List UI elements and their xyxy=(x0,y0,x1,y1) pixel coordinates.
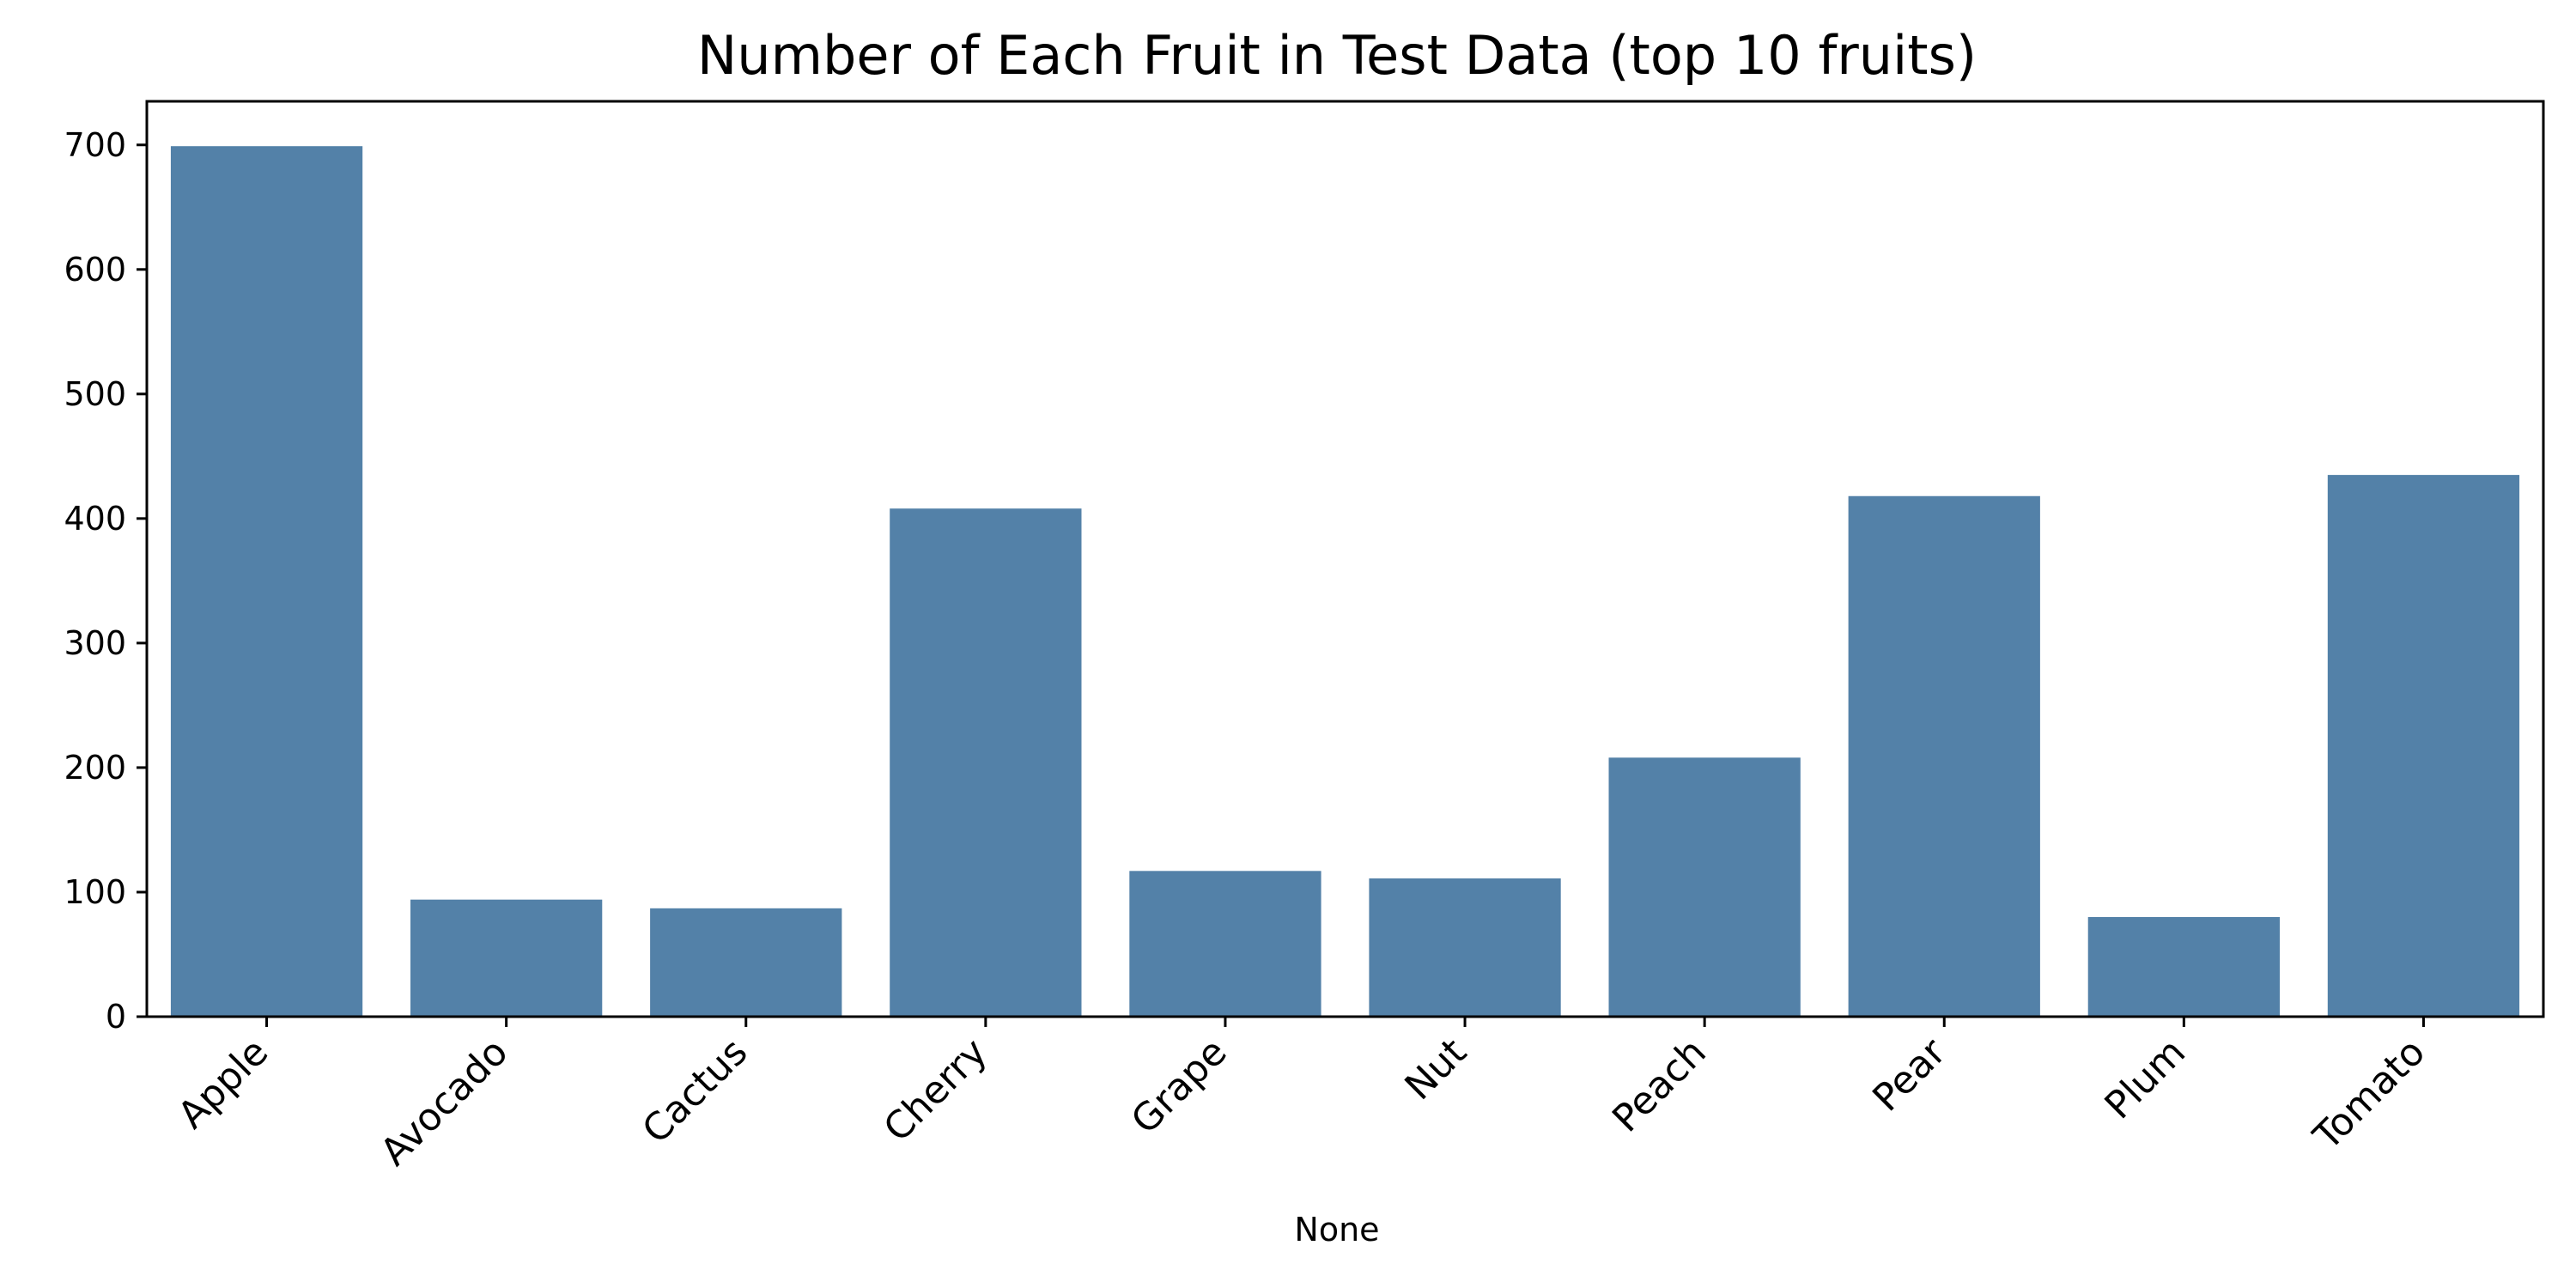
x-tick-label: Tomato xyxy=(2305,1030,2433,1159)
bar-apple xyxy=(170,146,363,1017)
y-tick-label: 200 xyxy=(64,749,126,787)
y-tick-label: 100 xyxy=(64,873,126,911)
bar-nut xyxy=(1369,878,1561,1017)
y-tick-label: 700 xyxy=(64,126,126,164)
x-tick-label: Pear xyxy=(1864,1030,1954,1120)
y-tick-label: 600 xyxy=(64,251,126,289)
y-tick-label: 500 xyxy=(64,375,126,413)
x-tick-label: Apple xyxy=(170,1030,277,1138)
x-axis: Apple Avocado Cactus Cherry Grape Nut Peach Pea… xyxy=(170,1017,2433,1175)
bar-cherry xyxy=(890,508,1082,1017)
x-tick-label: Cherry xyxy=(876,1030,996,1151)
x-tick-label: Grape xyxy=(1123,1030,1236,1143)
x-tick-label: Nut xyxy=(1397,1030,1475,1109)
y-tick-label: 0 xyxy=(106,998,126,1036)
x-tick-label: Plum xyxy=(2097,1030,2195,1128)
y-tick-label: 400 xyxy=(64,500,126,538)
bar-grape xyxy=(1129,871,1321,1017)
y-axis: 0 100 200 300 400 500 600 700 xyxy=(64,126,147,1036)
bars-layer xyxy=(170,146,2520,1017)
plot-frame xyxy=(145,100,2545,1018)
x-tick-label: Peach xyxy=(1604,1030,1715,1141)
bar-cactus xyxy=(650,908,842,1017)
x-tick-label: Cactus xyxy=(634,1030,756,1152)
chart-title: Number of Each Fruit in Test Data (top 1… xyxy=(697,24,1977,87)
bar-tomato xyxy=(2327,475,2520,1017)
bar-peach xyxy=(1608,757,1801,1017)
y-tick-label: 300 xyxy=(64,624,126,662)
bar-pear xyxy=(1848,495,2040,1017)
bar-avocado xyxy=(410,899,603,1017)
x-axis-label: None xyxy=(1294,1211,1379,1249)
x-tick-label: Avocado xyxy=(373,1030,517,1175)
bar-plum xyxy=(2087,916,2280,1017)
